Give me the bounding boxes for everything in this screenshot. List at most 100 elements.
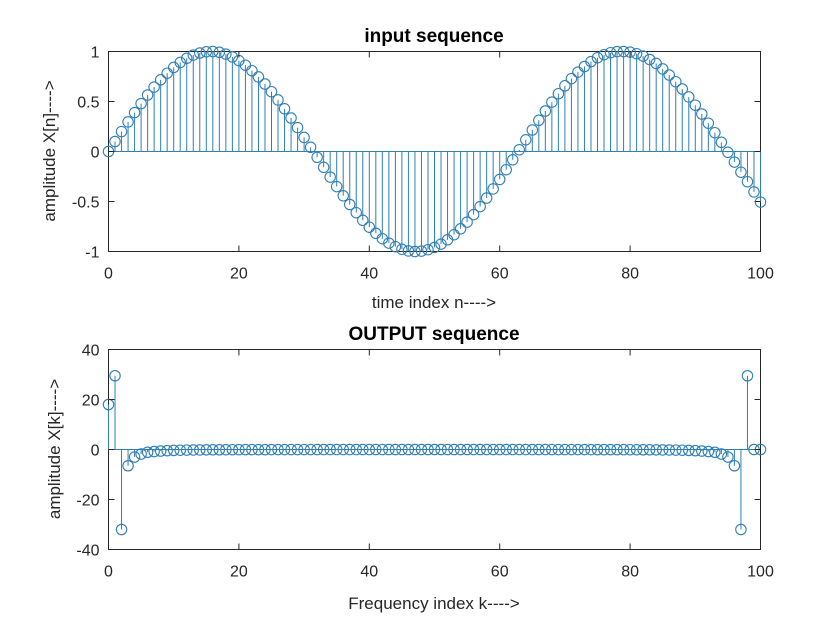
input-xtick-label: 80 — [621, 266, 639, 283]
input-marker-51 — [435, 238, 447, 250]
input-marker-62 — [506, 154, 519, 166]
input-xtick-label: 20 — [230, 266, 248, 283]
input-marker-7 — [148, 81, 160, 93]
input-marker-37 — [343, 198, 356, 211]
output-marker-93 — [709, 446, 721, 458]
input-marker-67 — [539, 105, 552, 117]
output-marker-44 — [389, 443, 402, 456]
input-ylabel: amplitude X[n]----> — [40, 80, 59, 221]
output-marker-21 — [239, 443, 252, 456]
output-marker-3 — [122, 459, 134, 472]
input-ytick-label: 0 — [91, 145, 100, 162]
input-marker-3 — [122, 116, 134, 128]
output-marker-98 — [741, 369, 754, 382]
output-marker-86 — [663, 444, 675, 456]
input-marker-30 — [298, 131, 310, 144]
output-marker-38 — [350, 443, 363, 456]
output-marker-12 — [180, 444, 193, 456]
output-ylabel: amplitude X[k]----> — [45, 379, 64, 519]
output-marker-89 — [683, 444, 695, 457]
input-marker-1 — [109, 135, 121, 148]
input-marker-77 — [604, 46, 617, 59]
output-marker-27 — [278, 443, 291, 456]
output-marker-69 — [552, 443, 565, 456]
output-marker-61 — [500, 443, 512, 456]
input-marker-39 — [357, 214, 369, 227]
input-ytick-label: -0.5 — [72, 195, 100, 212]
output-marker-55 — [461, 443, 473, 456]
output-marker-34 — [324, 443, 336, 456]
input-marker-50 — [428, 241, 441, 254]
output-marker-67 — [539, 443, 552, 456]
input-marker-81 — [630, 47, 643, 60]
output-marker-85 — [656, 444, 669, 456]
output-marker-43 — [383, 443, 395, 456]
output-marker-7 — [148, 445, 160, 458]
output-marker-37 — [343, 443, 356, 456]
input-marker-74 — [585, 55, 597, 68]
output-marker-51 — [435, 443, 447, 456]
input-marker-92 — [702, 117, 715, 129]
input-ytick-label: 1 — [91, 45, 100, 62]
output-marker-52 — [441, 443, 454, 456]
output-ytick-label: -20 — [76, 493, 99, 510]
input-marker-87 — [669, 75, 682, 88]
input-marker-9 — [161, 67, 173, 79]
input-marker-99 — [748, 186, 760, 198]
output-marker-17 — [213, 443, 226, 456]
input-xtick-label: 60 — [491, 266, 509, 283]
output-marker-48 — [415, 443, 428, 456]
input-marker-61 — [500, 163, 512, 176]
input-marker-83 — [643, 53, 656, 66]
input-marker-89 — [683, 91, 695, 103]
input-marker-75 — [591, 51, 604, 64]
input-ytick-label: 0.5 — [77, 95, 99, 112]
output-marker-10 — [167, 444, 180, 457]
input-marker-6 — [141, 89, 154, 101]
output-marker-9 — [161, 444, 173, 457]
input-marker-36 — [337, 190, 349, 202]
output-marker-57 — [474, 443, 486, 456]
input-marker-60 — [493, 173, 506, 186]
output-marker-28 — [285, 443, 297, 456]
input-marker-13 — [187, 49, 200, 61]
output-marker-76 — [598, 443, 610, 456]
input-marker-31 — [304, 141, 317, 154]
input-marker-44 — [389, 240, 402, 253]
output-marker-13 — [187, 444, 200, 456]
output-marker-56 — [467, 443, 480, 456]
input-marker-64 — [520, 134, 532, 146]
output-marker-46 — [402, 443, 415, 456]
output-marker-78 — [611, 443, 623, 456]
input-marker-25 — [265, 85, 278, 98]
output-stems — [102, 369, 767, 536]
input-ytick-label: -1 — [85, 245, 99, 262]
output-marker-2 — [115, 523, 128, 536]
input-marker-90 — [689, 99, 702, 111]
input-marker-58 — [480, 192, 493, 204]
output-marker-87 — [669, 444, 682, 456]
input-marker-91 — [696, 108, 708, 120]
input-marker-98 — [741, 175, 754, 188]
output-marker-8 — [154, 445, 167, 457]
input-sequence-axes: 0 20 40 60 80 100 1 0.5 0 -0.5 -1 input sequence t… — [40, 26, 774, 312]
output-marker-32 — [311, 443, 323, 456]
output-marker-60 — [493, 443, 506, 456]
output-marker-79 — [617, 443, 630, 456]
output-marker-66 — [533, 443, 545, 456]
input-marker-45 — [396, 243, 408, 256]
output-marker-91 — [696, 445, 708, 457]
output-marker-18 — [220, 443, 232, 456]
input-marker-85 — [656, 63, 669, 75]
input-marker-82 — [637, 50, 649, 62]
output-marker-74 — [585, 443, 597, 456]
input-marker-4 — [128, 106, 141, 119]
input-marker-28 — [285, 112, 297, 124]
output-marker-14 — [194, 444, 206, 456]
output-marker-58 — [480, 443, 493, 456]
input-marker-35 — [330, 180, 343, 193]
input-marker-72 — [572, 66, 584, 78]
input-marker-59 — [487, 183, 499, 195]
input-marker-18 — [220, 48, 232, 60]
output-marker-19 — [226, 443, 239, 456]
